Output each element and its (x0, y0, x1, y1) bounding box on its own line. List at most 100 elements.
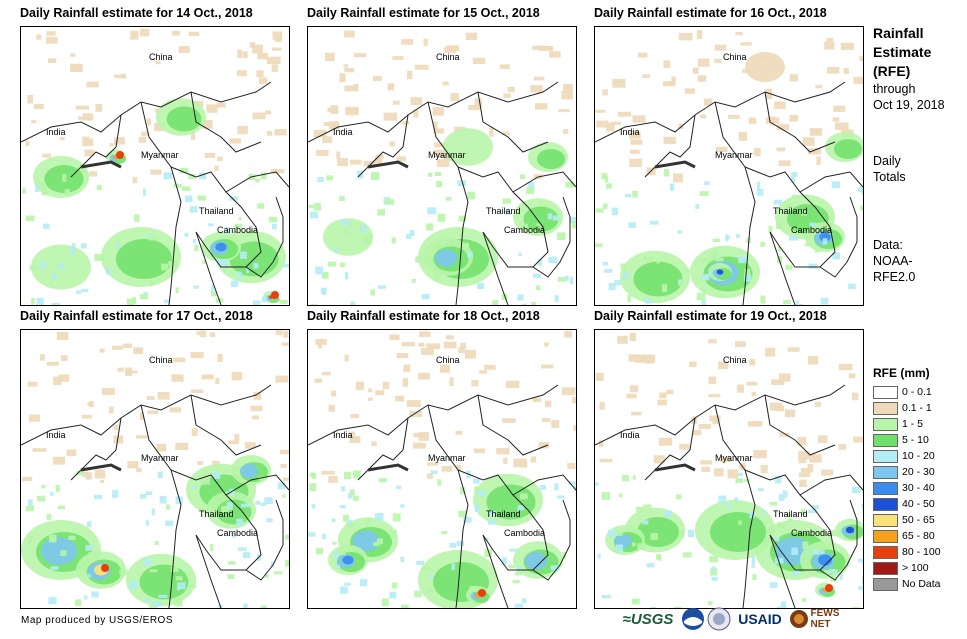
legend-label: 40 - 50 (902, 498, 935, 510)
legend-swatch (873, 417, 898, 431)
map-credit: Map produced by USGS/EROS (21, 615, 174, 626)
country-label: Thailand (773, 206, 808, 216)
legend-swatch (873, 433, 898, 447)
legend-label: 80 - 100 (902, 546, 941, 558)
country-label: Thailand (199, 206, 234, 216)
rainfall-map: China India Myanmar Thailand Cambodia (307, 329, 577, 609)
rainfall-map: China India Myanmar Thailand Cambodia (20, 329, 290, 609)
legend-title: RFE (mm) (873, 366, 930, 380)
country-label: India (620, 127, 640, 137)
country-label: Cambodia (791, 528, 832, 538)
legend-item: 0 - 0.1 (873, 384, 965, 400)
legend-label: 0.1 - 1 (902, 402, 932, 414)
doi-seal-logo (707, 605, 731, 633)
globe-icon (790, 610, 808, 628)
legend-swatch (873, 561, 898, 575)
legend-swatch (873, 513, 898, 527)
legend-swatch (873, 545, 898, 559)
country-label: Myanmar (715, 150, 753, 160)
country-label: Myanmar (141, 453, 179, 463)
country-label: China (149, 355, 173, 365)
country-label: Cambodia (504, 528, 545, 538)
legend-label: 30 - 40 (902, 482, 935, 494)
legend-swatch (873, 497, 898, 511)
legend-item: 65 - 80 (873, 528, 965, 544)
country-label: Thailand (486, 509, 521, 519)
country-label: Thailand (199, 509, 234, 519)
legend-item: 40 - 50 (873, 496, 965, 512)
country-label: Cambodia (791, 225, 832, 235)
panel-title: Daily Rainfall estimate for 19 Oct., 201… (594, 309, 827, 323)
rainfall-map: China India Myanmar Thailand Cambodia (307, 26, 577, 306)
legend: RFE (mm) 0 - 0.1 0.1 - 1 1 - 5 5 - 10 10 - 2… (873, 366, 965, 592)
panel-title: Daily Rainfall estimate for 14 Oct., 201… (20, 6, 253, 20)
legend-item: > 100 (873, 560, 965, 576)
legend-swatch (873, 385, 898, 399)
legend-swatch (873, 465, 898, 479)
country-label: India (46, 430, 66, 440)
title-line: Rainfall (873, 25, 924, 41)
legend-label: 5 - 10 (902, 434, 929, 446)
legend-item: 80 - 100 (873, 544, 965, 560)
seal-icon (707, 607, 731, 631)
legend-item: 1 - 5 (873, 416, 965, 432)
rainfall-map: China India Myanmar Thailand Cambodia (594, 329, 864, 609)
rainfall-map: China India Myanmar Thailand Cambodia (594, 26, 864, 306)
panel-title: Daily Rainfall estimate for 17 Oct., 201… (20, 309, 253, 323)
country-label: Myanmar (715, 453, 753, 463)
legend-label: 20 - 30 (902, 466, 935, 478)
legend-swatch (873, 401, 898, 415)
country-label: India (620, 430, 640, 440)
panel-title: Daily Rainfall estimate for 15 Oct., 201… (307, 6, 540, 20)
country-label: India (333, 127, 353, 137)
legend-item: No Data (873, 576, 965, 592)
country-label: Myanmar (428, 453, 466, 463)
legend-item: 0.1 - 1 (873, 400, 965, 416)
country-label: China (436, 52, 460, 62)
panel-title: Daily Rainfall estimate for 18 Oct., 201… (307, 309, 540, 323)
legend-item: 30 - 40 (873, 480, 965, 496)
country-label: Cambodia (504, 225, 545, 235)
daily-label: Daily (873, 154, 901, 168)
country-label: China (436, 355, 460, 365)
legend-label: 10 - 20 (902, 450, 935, 462)
legend-label: > 100 (902, 562, 929, 574)
legend-item: 20 - 30 (873, 464, 965, 480)
title-line: (RFE) (873, 63, 911, 79)
noaa-logo (681, 605, 705, 633)
country-label: Myanmar (428, 150, 466, 160)
country-label: India (333, 430, 353, 440)
legend-item: 50 - 65 (873, 512, 965, 528)
country-label: Thailand (486, 206, 521, 216)
data-label: Data: (873, 238, 903, 252)
usaid-logo: USAID (738, 611, 782, 627)
noaa-emblem-icon (682, 608, 704, 630)
legend-label: 1 - 5 (902, 418, 924, 430)
country-label: China (723, 355, 747, 365)
legend-swatch (873, 529, 898, 543)
legend-label: 65 - 80 (902, 530, 935, 542)
country-label: Myanmar (141, 150, 179, 160)
legend-item: 10 - 20 (873, 448, 965, 464)
legend-swatch (873, 481, 898, 495)
through-date: Oct 19, 2018 (873, 98, 945, 112)
legend-swatch (873, 577, 898, 591)
info-panel: Rainfall Estimate (RFE) through Oct 19, … (873, 24, 965, 285)
through-label: through (873, 82, 916, 96)
country-label: India (46, 127, 66, 137)
country-label: China (149, 52, 173, 62)
panel-title: Daily Rainfall estimate for 16 Oct., 201… (594, 6, 827, 20)
rainfall-map: China India Myanmar Thailand Cambodia (20, 26, 290, 306)
legend-item: 5 - 10 (873, 432, 965, 448)
country-label: Thailand (773, 509, 808, 519)
totals-label: Totals (873, 170, 906, 184)
country-label: China (723, 52, 747, 62)
usgs-logo: ≈USGS (622, 610, 674, 628)
country-label: Cambodia (217, 225, 258, 235)
title-line: Estimate (873, 44, 932, 60)
data-source-version: RFE2.0 (873, 270, 916, 284)
legend-label: No Data (902, 578, 941, 590)
fewsnet-logo: FEWS NET (789, 605, 861, 633)
legend-swatch (873, 449, 898, 463)
legend-label: 0 - 0.1 (902, 386, 932, 398)
